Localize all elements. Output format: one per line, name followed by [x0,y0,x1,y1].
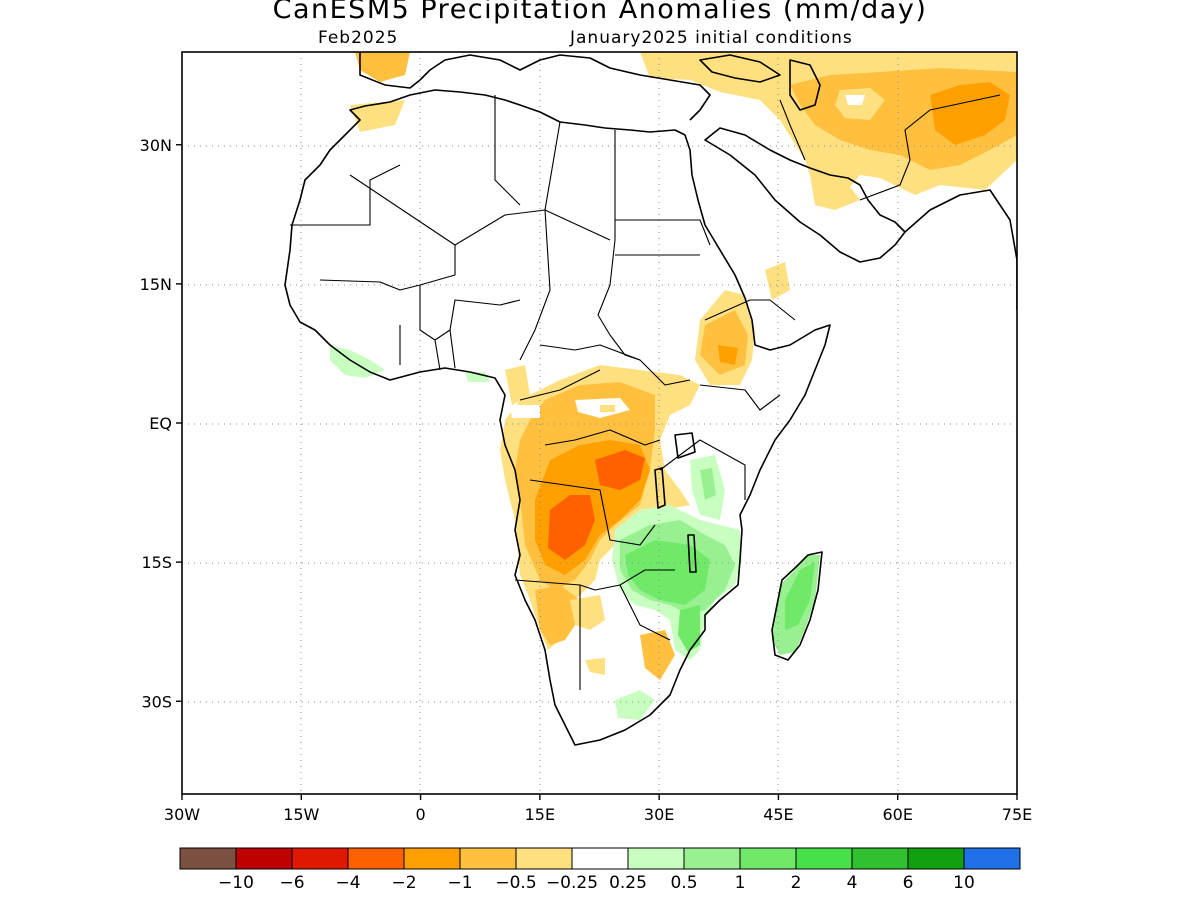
anomaly-region-lake-victoria [666,435,692,460]
lake-victoria-outline [674,432,696,459]
anomaly-region-namibia-dry [535,585,580,645]
colorbar-swatch [235,847,293,870]
anomaly-region-south-africa-dry [640,630,675,680]
lat-tick-label: EQ [149,414,172,433]
colorbar-label: 10 [953,873,975,893]
anomaly-region-morocco-dry [350,100,405,132]
colorbar-label: 1 [735,873,746,893]
colorbar-label: −4 [335,873,360,893]
lat-tick-label: 15S [141,553,172,572]
valid-month-label: Feb2025 [318,28,399,48]
lon-tick-label: 30W [164,805,200,824]
lake-tanganyika-outline [654,467,666,509]
colorbar-label: 2 [791,873,802,893]
anomaly-region-ethiopia-dry-3 [718,345,738,365]
colorbar-swatch [291,847,349,870]
colorbar-label: 0.25 [609,873,647,893]
colorbar-swatch [515,847,573,870]
colorbar-swatch [571,847,629,870]
anomaly-region-iran-white [845,95,865,105]
anomaly-region-zambia-dry [595,450,645,490]
anomaly-region-angola-wet-core [548,495,595,560]
lat-tick-label: 15N [140,275,172,294]
africa-coastline [284,89,831,746]
lat-tick-label: 30N [140,136,172,155]
latitude-axis: 30N 15N EQ 15S 30S [140,136,182,711]
lon-tick-label: 75E [1002,805,1032,824]
anomaly-region-iberia-dry [355,52,410,82]
colorbar-swatch [683,847,741,870]
colorbar-swatch [851,847,909,870]
country-borders [290,94,1001,690]
anomaly-region-lesotho-wet [615,690,655,720]
colorbar-label: 4 [847,873,858,893]
anomaly-region-botswana-dry [570,595,605,630]
colorbar-swatch [459,847,517,870]
madagascar-coastline [771,551,823,661]
anomaly-shading [330,52,1017,720]
colorbar-swatch [739,847,797,870]
anomaly-region-cameroon-light [505,365,530,405]
anomaly-region-mozambique-wet [678,605,700,652]
colorbar: −10 −6 −4 −2 −1 −0.5 −0.25 0.25 0.5 1 2 4 6 10 [179,847,1021,893]
colorbar-swatch [907,847,965,870]
colorbar-swatch [179,847,237,870]
colorbar-label: −6 [279,873,304,893]
map-gridlines [182,52,1017,794]
colorbar-swatch [795,847,853,870]
asia-coastline [904,189,1017,310]
black-sea-coastline [699,54,781,83]
colorbar-label: −0.25 [546,873,598,893]
colorbar-label: −10 [218,873,254,893]
colorbar-label: 6 [903,873,914,893]
lat-tick-label: 30S [141,692,172,711]
longitude-axis: 30W 15W 0 15E 30E 45E 60E 75E [164,794,1032,824]
lon-tick-label: 45E [763,805,793,824]
colorbar-swatch [347,847,405,870]
anomaly-region-arabia-dry [810,175,860,210]
coastlines [284,52,1017,746]
initial-conditions-label: January2025 initial conditions [570,28,853,48]
lon-tick-label: 30E [644,805,674,824]
lake-malawi-outline [687,534,697,573]
anomaly-region-west-africa-wet [330,345,385,378]
anomaly-region-lake-white [600,405,615,412]
europe-coastline [359,52,711,121]
anomaly-region-tanzania-wet-2 [700,468,716,500]
colorbar-label: −0.5 [495,873,536,893]
map-title: CanESM5 Precipitation Anomalies (mm/day) [272,0,928,25]
caspian-coastline [789,59,821,111]
colorbar-swatch [627,847,685,870]
colorbar-label: −1 [447,873,472,893]
lon-tick-label: 15W [283,805,319,824]
colorbar-label: 0.5 [670,873,697,893]
anomaly-region-gabon-white [510,405,540,418]
anomaly-region-madagascar-wet-2 [785,562,815,630]
lon-tick-label: 60E [882,805,912,824]
lon-tick-label: 15E [525,805,555,824]
anomaly-region-asia-dry-3 [930,82,1010,145]
colorbar-swatch [963,847,1021,870]
anomaly-region-south-africa-dry-2 [585,658,605,675]
colorbar-swatch [403,847,461,870]
arabia-coastline [704,127,906,263]
colorbar-label: −2 [391,873,416,893]
lon-tick-label: 0 [415,805,425,824]
